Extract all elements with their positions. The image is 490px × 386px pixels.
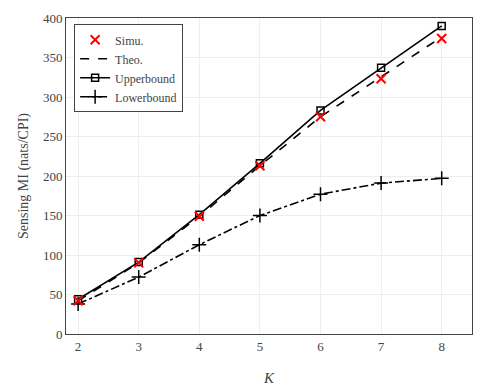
svg-text:300: 300: [43, 90, 63, 105]
svg-text:7: 7: [378, 339, 385, 354]
svg-text:2: 2: [75, 339, 82, 354]
svg-text:5: 5: [257, 339, 264, 354]
svg-text:K: K: [263, 370, 275, 386]
svg-text:50: 50: [49, 287, 62, 302]
svg-text:Upperbound: Upperbound: [115, 72, 175, 86]
svg-text:200: 200: [43, 169, 63, 184]
svg-text:6: 6: [317, 339, 324, 354]
svg-text:8: 8: [438, 339, 445, 354]
svg-text:100: 100: [43, 248, 63, 263]
svg-text:250: 250: [43, 129, 63, 144]
svg-text:Lowerbound: Lowerbound: [115, 91, 176, 105]
svg-text:0: 0: [56, 327, 63, 342]
svg-text:3: 3: [135, 339, 142, 354]
svg-text:4: 4: [196, 339, 203, 354]
svg-text:Simu.: Simu.: [115, 34, 143, 48]
svg-text:150: 150: [43, 208, 63, 223]
svg-text:350: 350: [43, 50, 63, 65]
svg-text:Theo.: Theo.: [115, 53, 143, 67]
svg-text:400: 400: [43, 11, 63, 26]
svg-text:Sensing MI (nats/CPI): Sensing MI (nats/CPI): [16, 113, 32, 239]
